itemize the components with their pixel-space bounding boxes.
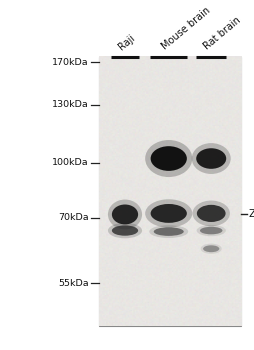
- Ellipse shape: [112, 225, 138, 236]
- Bar: [98, 57, 240, 326]
- Ellipse shape: [107, 223, 141, 238]
- Text: 55kDa: 55kDa: [58, 279, 88, 288]
- Ellipse shape: [202, 245, 218, 252]
- Ellipse shape: [196, 148, 225, 169]
- Ellipse shape: [149, 225, 187, 238]
- Text: 70kDa: 70kDa: [58, 214, 88, 222]
- Ellipse shape: [191, 143, 230, 174]
- Text: 170kDa: 170kDa: [52, 58, 88, 67]
- Ellipse shape: [145, 140, 192, 177]
- Ellipse shape: [150, 204, 186, 223]
- Ellipse shape: [107, 199, 141, 229]
- Ellipse shape: [200, 244, 221, 254]
- Ellipse shape: [192, 201, 229, 226]
- Text: Rat brain: Rat brain: [201, 15, 242, 51]
- Text: 100kDa: 100kDa: [52, 159, 88, 168]
- Text: ZNF182: ZNF182: [248, 209, 254, 219]
- Ellipse shape: [196, 205, 225, 222]
- Ellipse shape: [145, 199, 192, 228]
- Ellipse shape: [196, 225, 225, 236]
- Ellipse shape: [112, 204, 138, 224]
- Ellipse shape: [153, 227, 183, 236]
- Text: Raji: Raji: [116, 32, 136, 51]
- Text: 130kDa: 130kDa: [52, 100, 88, 109]
- Text: Mouse brain: Mouse brain: [159, 5, 212, 51]
- Ellipse shape: [199, 227, 221, 235]
- Ellipse shape: [150, 146, 186, 171]
